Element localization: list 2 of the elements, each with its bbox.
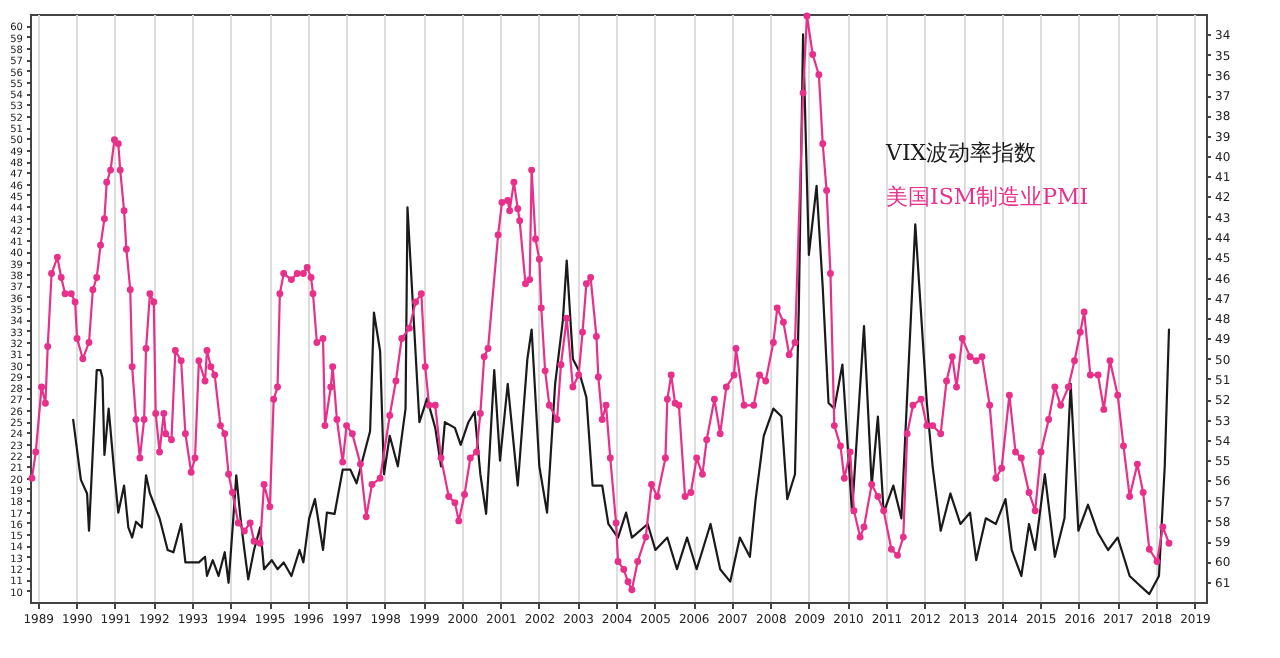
text: 美国ISM制造业PMI [886, 184, 1089, 210]
text: VIX波动率指数 [884, 140, 1037, 166]
